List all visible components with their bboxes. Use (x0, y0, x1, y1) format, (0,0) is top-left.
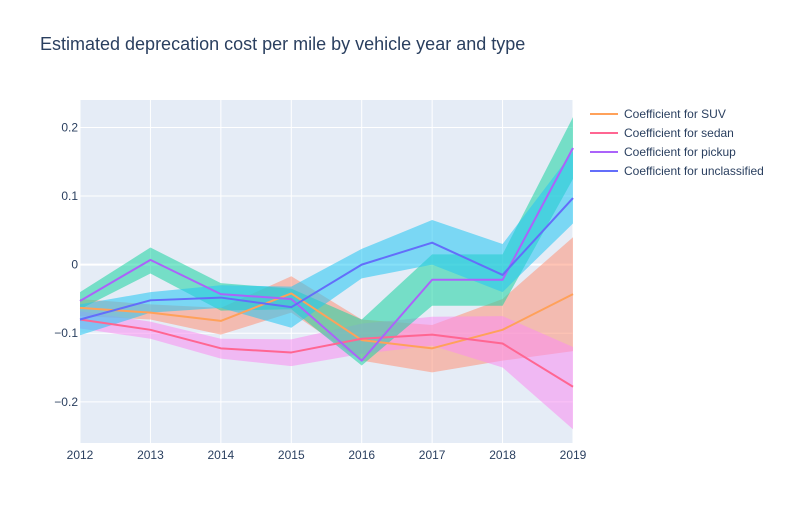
series-line-2 (79, 318, 574, 388)
chart-title: Estimated deprecation cost per mile by v… (40, 34, 525, 54)
x-tick-label: 2019 (560, 448, 587, 462)
confidence-band-4 (80, 151, 573, 336)
axis-tick-labels: 2012 2013 2014 2015 2016 2017 2018 2019 0.2 0.1 0 −… (54, 120, 586, 462)
x-tick-label: 2015 (278, 448, 305, 462)
legend-item-4[interactable]: Coefficient for unclassified (590, 164, 764, 178)
x-tick-label: 2014 (208, 448, 235, 462)
legend-label: Coefficient for sedan (624, 126, 734, 140)
confidence-band-3 (80, 117, 573, 366)
x-tick-label: 2016 (348, 448, 375, 462)
legend-item-3[interactable]: Coefficient for pickup (590, 145, 736, 159)
legend-item-1[interactable]: Coefficient for SUV (590, 107, 726, 121)
legend-item-2[interactable]: Coefficient for sedan (590, 126, 734, 140)
x-tick-label: 2013 (137, 448, 164, 462)
legend-label: Coefficient for SUV (624, 107, 726, 121)
series-line-4 (79, 197, 574, 321)
y-tick-label: 0 (71, 258, 78, 272)
x-tick-label: 2017 (419, 448, 446, 462)
y-tick-label: 0.2 (61, 120, 78, 134)
confidence-band-2 (80, 311, 573, 430)
series-line-1 (79, 292, 574, 350)
y-tick-label: 0.1 (61, 189, 78, 203)
x-tick-label: 2018 (489, 448, 516, 462)
legend[interactable]: Coefficient for SUV Coefficient for sedan… (590, 107, 764, 178)
series-lines (79, 147, 574, 388)
y-tick-label: −0.1 (54, 326, 78, 340)
y-tick-label: −0.2 (54, 395, 78, 409)
x-tick-label: 2012 (67, 448, 94, 462)
series-line-3 (79, 147, 574, 362)
legend-label: Coefficient for pickup (624, 145, 736, 159)
legend-label: Coefficient for unclassified (624, 164, 764, 178)
confidence-bands (80, 117, 573, 430)
